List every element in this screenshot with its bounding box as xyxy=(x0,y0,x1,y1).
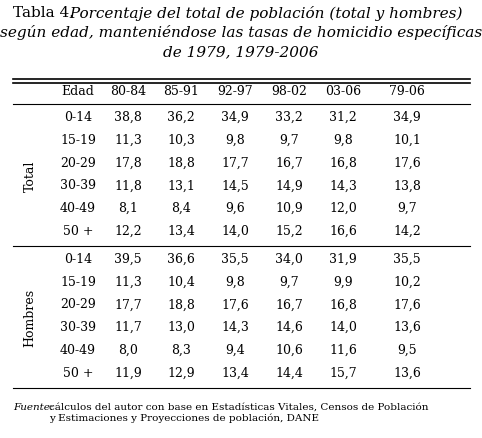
Text: 35,5: 35,5 xyxy=(393,252,421,265)
Text: 50 +: 50 + xyxy=(63,225,93,237)
Text: 17,6: 17,6 xyxy=(393,298,421,311)
Text: 31,2: 31,2 xyxy=(329,111,357,124)
Text: 14,9: 14,9 xyxy=(275,179,303,192)
Text: 16,7: 16,7 xyxy=(275,298,303,311)
Text: 13,4: 13,4 xyxy=(167,225,195,237)
Text: 11,6: 11,6 xyxy=(329,343,357,356)
Text: 03-06: 03-06 xyxy=(325,85,361,98)
Text: 18,8: 18,8 xyxy=(167,298,195,311)
Text: 13,0: 13,0 xyxy=(167,321,195,333)
Text: 17,6: 17,6 xyxy=(221,298,249,311)
Text: 14,3: 14,3 xyxy=(221,321,249,333)
Text: 10,9: 10,9 xyxy=(275,202,303,215)
Text: 16,6: 16,6 xyxy=(329,225,357,237)
Text: 15,7: 15,7 xyxy=(329,366,357,379)
Text: 30-39: 30-39 xyxy=(60,321,96,333)
Text: Porcentaje del total de población (total y hombres): Porcentaje del total de población (total… xyxy=(65,6,463,21)
Text: 9,8: 9,8 xyxy=(225,134,245,146)
Text: 17,6: 17,6 xyxy=(393,156,421,169)
Text: 13,8: 13,8 xyxy=(393,179,421,192)
Text: 13,4: 13,4 xyxy=(221,366,249,379)
Text: 17,7: 17,7 xyxy=(221,156,249,169)
Text: 14,5: 14,5 xyxy=(221,179,249,192)
Text: 14,3: 14,3 xyxy=(329,179,357,192)
Text: 10,2: 10,2 xyxy=(393,275,421,288)
Text: 12,9: 12,9 xyxy=(167,366,195,379)
Text: 13,1: 13,1 xyxy=(167,179,195,192)
Text: Tabla 4.: Tabla 4. xyxy=(13,6,74,20)
Text: 15-19: 15-19 xyxy=(60,275,96,288)
Text: 11,8: 11,8 xyxy=(114,179,142,192)
Text: 18,8: 18,8 xyxy=(167,156,195,169)
Text: 13,6: 13,6 xyxy=(393,366,421,379)
Text: 9,7: 9,7 xyxy=(397,202,417,215)
Text: 14,2: 14,2 xyxy=(393,225,421,237)
Text: 36,2: 36,2 xyxy=(167,111,195,124)
Text: 9,7: 9,7 xyxy=(279,134,299,146)
Text: 16,8: 16,8 xyxy=(329,298,357,311)
Text: 85-91: 85-91 xyxy=(163,85,199,98)
Text: Hombres: Hombres xyxy=(24,288,37,346)
Text: 9,9: 9,9 xyxy=(333,275,353,288)
Text: 9,8: 9,8 xyxy=(333,134,353,146)
Text: 31,9: 31,9 xyxy=(329,252,357,265)
Text: 14,0: 14,0 xyxy=(221,225,249,237)
Text: 16,8: 16,8 xyxy=(329,156,357,169)
Text: 34,9: 34,9 xyxy=(393,111,421,124)
Text: 8,0: 8,0 xyxy=(118,343,138,356)
Text: 16,7: 16,7 xyxy=(275,156,303,169)
Text: 11,7: 11,7 xyxy=(114,321,142,333)
Text: 50 +: 50 + xyxy=(63,366,93,379)
Text: 11,3: 11,3 xyxy=(114,134,142,146)
Text: 20-29: 20-29 xyxy=(60,298,96,311)
Text: 20-29: 20-29 xyxy=(60,156,96,169)
Text: 98-02: 98-02 xyxy=(271,85,307,98)
Text: 15-19: 15-19 xyxy=(60,134,96,146)
Text: 15,2: 15,2 xyxy=(275,225,303,237)
Text: 17,8: 17,8 xyxy=(114,156,142,169)
Text: 14,0: 14,0 xyxy=(329,321,357,333)
Text: 9,5: 9,5 xyxy=(397,343,417,356)
Text: 12,0: 12,0 xyxy=(329,202,357,215)
Text: 13,6: 13,6 xyxy=(393,321,421,333)
Text: 9,6: 9,6 xyxy=(225,202,245,215)
Text: 11,9: 11,9 xyxy=(114,366,142,379)
Text: 10,6: 10,6 xyxy=(275,343,303,356)
Text: 11,3: 11,3 xyxy=(114,275,142,288)
Text: 34,0: 34,0 xyxy=(275,252,303,265)
Text: 9,8: 9,8 xyxy=(225,275,245,288)
Text: 0-14: 0-14 xyxy=(64,252,92,265)
Text: cálculos del autor con base en Estadísticas Vitales, Censos de Población
y Estim: cálculos del autor con base en Estadísti… xyxy=(49,402,428,422)
Text: 80-84: 80-84 xyxy=(110,85,146,98)
Text: 17,7: 17,7 xyxy=(114,298,142,311)
Text: 30-39: 30-39 xyxy=(60,179,96,192)
Text: 8,4: 8,4 xyxy=(171,202,191,215)
Text: 38,8: 38,8 xyxy=(114,111,142,124)
Text: 10,4: 10,4 xyxy=(167,275,195,288)
Text: según edad, manteniéndose las tasas de homicidio específicas: según edad, manteniéndose las tasas de h… xyxy=(0,25,482,40)
Text: 36,6: 36,6 xyxy=(167,252,195,265)
Text: Total: Total xyxy=(24,160,37,191)
Text: de 1979, 1979-2006: de 1979, 1979-2006 xyxy=(163,45,319,59)
Text: 8,1: 8,1 xyxy=(118,202,138,215)
Text: 39,5: 39,5 xyxy=(114,252,142,265)
Text: 9,4: 9,4 xyxy=(225,343,245,356)
Text: 14,6: 14,6 xyxy=(275,321,303,333)
Text: 14,4: 14,4 xyxy=(275,366,303,379)
Text: Edad: Edad xyxy=(62,85,94,98)
Text: 10,3: 10,3 xyxy=(167,134,195,146)
Text: 0-14: 0-14 xyxy=(64,111,92,124)
Text: 12,2: 12,2 xyxy=(114,225,142,237)
Text: 34,9: 34,9 xyxy=(221,111,249,124)
Text: 8,3: 8,3 xyxy=(171,343,191,356)
Text: 33,2: 33,2 xyxy=(275,111,303,124)
Text: 35,5: 35,5 xyxy=(221,252,249,265)
Text: Fuente:: Fuente: xyxy=(13,402,54,411)
Text: 40-49: 40-49 xyxy=(60,343,96,356)
Text: 92-97: 92-97 xyxy=(217,85,253,98)
Text: 79-06: 79-06 xyxy=(389,85,425,98)
Text: 10,1: 10,1 xyxy=(393,134,421,146)
Text: 40-49: 40-49 xyxy=(60,202,96,215)
Text: 9,7: 9,7 xyxy=(279,275,299,288)
